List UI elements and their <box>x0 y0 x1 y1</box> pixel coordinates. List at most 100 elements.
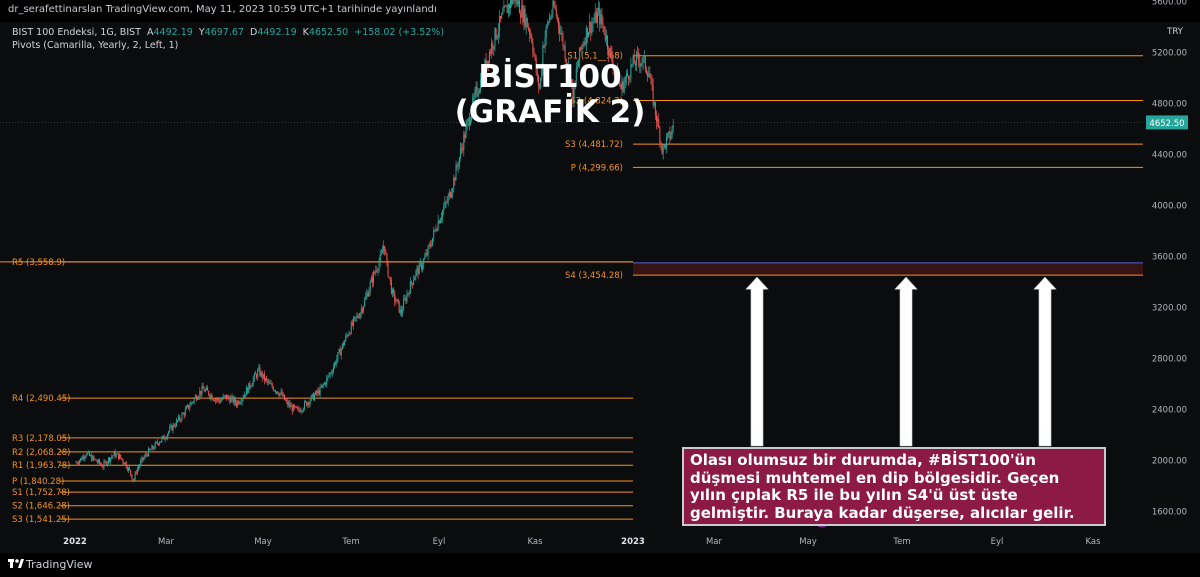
candle-body <box>106 462 108 465</box>
candle-body <box>523 8 525 23</box>
candle-body <box>584 42 586 45</box>
candle-body <box>475 86 477 91</box>
candle-body <box>152 445 154 449</box>
candle-body <box>287 400 289 406</box>
candle-body <box>576 66 578 69</box>
candle-body <box>251 384 253 387</box>
candle-body <box>438 220 440 224</box>
candle-body <box>657 118 659 123</box>
candle-body <box>456 165 458 167</box>
candle-body <box>446 201 448 203</box>
candle-body <box>570 79 572 83</box>
candle-body <box>78 460 80 464</box>
candle-body <box>160 441 162 443</box>
candle-body <box>625 73 627 79</box>
candle-body <box>200 390 202 394</box>
x-tick-label: Tem <box>892 537 910 547</box>
candle-body <box>322 384 324 386</box>
candle-body <box>501 13 503 19</box>
candle-body <box>666 137 668 148</box>
candle-body <box>618 81 620 84</box>
last-price-label: 4652.50 <box>1149 119 1184 129</box>
candle-body <box>601 14 603 23</box>
pivot-label-2023: S3 (4,481.72) <box>565 140 623 150</box>
chart-title: BİST100 (GRAFİK 2) <box>440 60 660 130</box>
candle-body <box>409 281 411 294</box>
candle-body <box>208 390 210 396</box>
candle-body <box>324 382 326 385</box>
candle-body <box>500 16 502 19</box>
candle-body <box>378 261 380 270</box>
candle-body <box>412 283 414 285</box>
candle-body <box>321 384 323 388</box>
candle-body <box>358 317 360 319</box>
candle-body <box>406 294 408 302</box>
candle-body <box>483 69 485 75</box>
candle-body <box>390 280 392 294</box>
candle-body <box>220 400 222 403</box>
candle-body <box>574 81 576 89</box>
legend-symbol[interactable]: BIST 100 Endeksi, 1G, BIST <box>12 27 141 38</box>
candle-body <box>578 61 580 67</box>
candle-body <box>226 394 228 400</box>
legend-indicator[interactable]: Pivots (Camarilla, Yearly, 2, Left, 1) <box>12 40 179 51</box>
candle-body <box>436 229 438 231</box>
footer-brand[interactable]: TradingView <box>26 558 93 571</box>
candle-body <box>209 395 211 398</box>
pivot-label-2022: S3 (1,541.25) <box>12 515 70 525</box>
candle-body <box>222 396 224 400</box>
candle-body <box>559 26 561 34</box>
candle-body <box>227 396 229 400</box>
candle-body <box>173 424 175 427</box>
candle-body <box>632 55 634 65</box>
candle-body <box>649 73 651 79</box>
candle-body <box>258 367 260 371</box>
candle-body <box>204 389 206 392</box>
candle-body <box>231 396 233 398</box>
x-tick-label: Mar <box>158 537 175 547</box>
candle-body <box>622 81 624 92</box>
candle-body <box>153 448 155 450</box>
candle-body <box>174 426 176 427</box>
price-scale[interactable] <box>1143 22 1200 553</box>
candle-body <box>276 391 278 393</box>
candle-body <box>76 462 78 464</box>
candle-body <box>326 377 328 385</box>
candle-body <box>560 33 562 34</box>
candle-body <box>492 43 494 49</box>
candle-body <box>155 441 157 443</box>
candle-body <box>600 14 602 25</box>
candle-body <box>396 299 398 302</box>
candle-body <box>202 386 204 389</box>
candle-body <box>611 52 613 62</box>
candle-body <box>461 148 463 150</box>
candle-body <box>319 386 321 395</box>
candle-body <box>502 12 504 14</box>
candle-body <box>139 465 141 467</box>
candle-body <box>536 72 538 76</box>
candle-body <box>485 59 487 69</box>
candle-body <box>339 349 341 356</box>
candle-body <box>591 23 593 33</box>
candle-body <box>621 81 623 90</box>
candle-body <box>619 81 621 86</box>
candle-body <box>170 425 172 428</box>
candle-body <box>543 45 545 48</box>
candle-body <box>342 343 344 346</box>
candle-body <box>353 318 354 326</box>
candle-body <box>441 217 443 220</box>
candle-body <box>495 28 497 39</box>
candle-body <box>398 300 400 313</box>
candle-body <box>236 403 238 406</box>
candle-body <box>668 131 670 134</box>
candle-body <box>373 271 375 283</box>
candle-body <box>126 467 128 471</box>
y-tick-label: 5600.00 <box>1152 0 1187 8</box>
candle-body <box>530 34 532 36</box>
candle-body <box>166 434 168 438</box>
candle-body <box>385 252 387 255</box>
candle-body <box>306 401 308 406</box>
candle-body <box>285 399 287 401</box>
candle-body <box>130 469 132 475</box>
